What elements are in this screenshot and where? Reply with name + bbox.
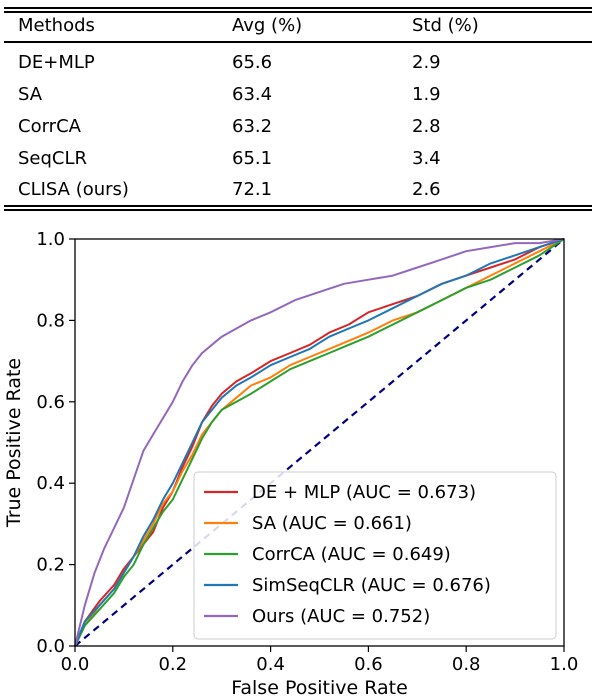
- row-method: SeqCLR: [18, 148, 88, 169]
- table-bottom-rule: [4, 205, 592, 207]
- legend-item-label: SA (AUC = 0.661): [252, 513, 412, 534]
- series-line-3: [74, 238, 565, 647]
- legend-item-label: Ours (AUC = 0.752): [252, 606, 430, 627]
- plot-frame: [74, 238, 565, 647]
- table-top-rule: [4, 7, 592, 9]
- legend-item-label: DE + MLP (AUC = 0.673): [252, 482, 476, 503]
- x-tick-label: 1.0: [550, 654, 579, 675]
- legend-box: [193, 471, 557, 640]
- legend-item-label: CorrCA (AUC = 0.649): [252, 544, 451, 565]
- row-std: 3.4: [412, 148, 441, 169]
- row-avg: 65.6: [232, 52, 273, 73]
- y-tick-label: 1.0: [36, 229, 65, 250]
- y-tick-label: 0.2: [36, 555, 65, 576]
- y-tick-label: 0.4: [36, 473, 65, 494]
- series-line-2: [74, 238, 565, 647]
- row-method: DE+MLP: [18, 52, 95, 73]
- row-method: CLISA (ours): [18, 179, 129, 200]
- y-tick-label: 0.0: [36, 636, 65, 657]
- x-axis-title: False Positive Rate: [231, 677, 408, 698]
- diagonal-reference-line: [74, 238, 565, 647]
- header-avg: Avg (%): [232, 15, 303, 36]
- x-tick-label: 0.8: [452, 654, 481, 675]
- x-tick-label: 0.0: [61, 654, 90, 675]
- header-methods: Methods: [18, 15, 95, 36]
- y-axis-title: True Positive Rate: [3, 358, 25, 528]
- row-method: SA: [18, 84, 43, 105]
- series-line-4: [74, 238, 565, 647]
- row-avg: 63.4: [232, 84, 273, 105]
- table-header-rule: [4, 41, 592, 43]
- x-tick-label: 0.6: [354, 654, 383, 675]
- row-avg: 65.1: [232, 148, 273, 169]
- row-std: 1.9: [412, 84, 441, 105]
- table-top-rule-2: [4, 11, 592, 13]
- row-avg: 63.2: [232, 116, 273, 137]
- row-std: 2.9: [412, 52, 441, 73]
- header-std: Std (%): [412, 15, 479, 36]
- row-std: 2.6: [412, 179, 441, 200]
- row-avg: 72.1: [232, 179, 273, 200]
- table-bottom-rule-2: [4, 209, 592, 211]
- row-method: CorrCA: [18, 116, 81, 137]
- x-tick-label: 0.4: [256, 654, 285, 675]
- y-tick-label: 0.8: [36, 310, 65, 331]
- legend-item-label: SimSeqCLR (AUC = 0.676): [252, 575, 491, 596]
- x-tick-label: 0.2: [158, 654, 187, 675]
- legend: DE + MLP (AUC = 0.673) SA (AUC = 0.661) Co…: [193, 471, 557, 640]
- row-std: 2.8: [412, 116, 441, 137]
- y-tick-label: 0.6: [36, 392, 65, 413]
